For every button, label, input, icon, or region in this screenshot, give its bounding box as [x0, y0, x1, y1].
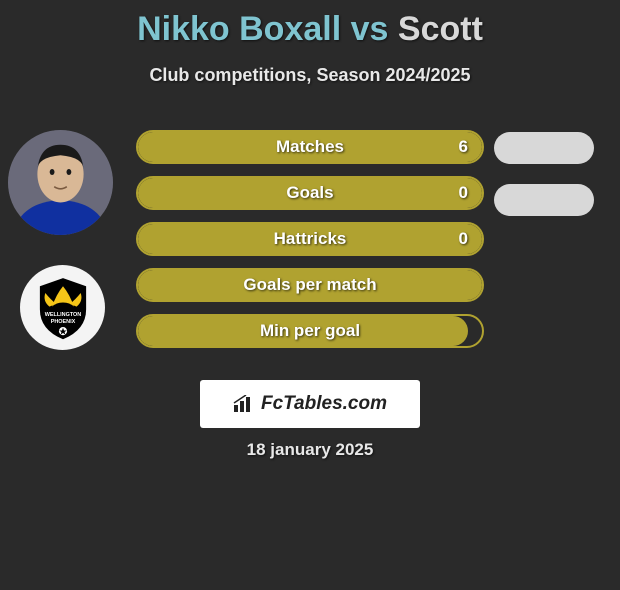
stat-bar-value: 0	[459, 183, 468, 203]
brand-text: FcTables.com	[261, 393, 387, 415]
stat-bar-row: Hattricks0	[136, 222, 484, 256]
player1-avatar	[8, 130, 113, 235]
stat-bar-row: Min per goal	[136, 314, 484, 348]
player2-name: Scott	[398, 10, 483, 48]
vs-text: vs	[351, 10, 389, 48]
footer-date: 18 january 2025	[0, 440, 620, 460]
player1-club-badge: WELLINGTON PHOENIX	[20, 265, 105, 350]
stat-bar-row: Goals0	[136, 176, 484, 210]
player1-name: Nikko Boxall	[137, 10, 341, 48]
svg-text:PHOENIX: PHOENIX	[50, 318, 75, 324]
brand-logo: FcTables.com	[200, 380, 420, 428]
left-avatars: WELLINGTON PHOENIX	[8, 130, 113, 350]
player2-oval	[494, 132, 594, 164]
comparison-title: Nikko Boxall vs Scott	[0, 10, 620, 49]
stat-bar-row: Goals per match	[136, 268, 484, 302]
stat-bar-value: 6	[459, 137, 468, 157]
chart-icon	[233, 395, 255, 413]
stat-bar-row: Matches6	[136, 130, 484, 164]
player2-ovals	[494, 130, 604, 230]
stat-bars: Matches6 Goals0 Hattricks0 Goals per match M…	[136, 130, 484, 360]
subtitle: Club competitions, Season 2024/2025	[0, 65, 620, 86]
svg-text:WELLINGTON: WELLINGTON	[44, 312, 81, 318]
player2-oval	[494, 184, 594, 216]
stat-bar-value: 0	[459, 229, 468, 249]
